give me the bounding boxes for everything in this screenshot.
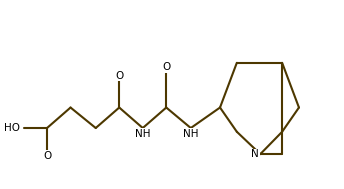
- Text: N: N: [251, 149, 259, 159]
- Text: O: O: [115, 71, 123, 81]
- Text: HO: HO: [4, 123, 20, 133]
- Text: O: O: [162, 63, 170, 73]
- Text: NH: NH: [135, 129, 151, 139]
- Text: NH: NH: [183, 129, 198, 139]
- Text: O: O: [43, 151, 51, 161]
